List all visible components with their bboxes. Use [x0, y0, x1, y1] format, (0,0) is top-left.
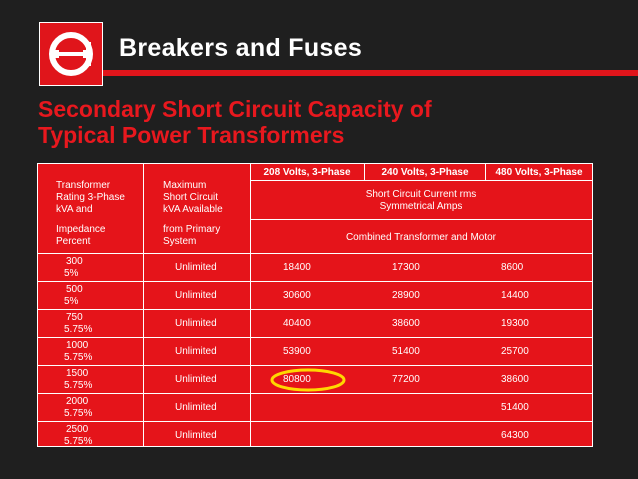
- current-480-cell: 38600: [501, 374, 529, 385]
- current-240-cell: 77200: [392, 374, 420, 385]
- kva-value: 1000: [66, 340, 89, 351]
- transformer-rating-cell: 1500 5.75%: [64, 368, 142, 392]
- row-rule-3: [38, 337, 592, 338]
- kva-value: 750: [66, 312, 83, 323]
- subtitle-line-1: Secondary Short Circuit Capacity of: [38, 96, 432, 122]
- transformer-rating-cell: 1000 5.75%: [64, 340, 142, 364]
- current-240-cell: 38600: [392, 318, 420, 329]
- current-480-cell: 19300: [501, 318, 529, 329]
- current-480-cell: 51400: [501, 402, 529, 413]
- col-divider-1: [143, 164, 144, 447]
- voltage-header-480: 480 Volts, 3-Phase: [495, 167, 583, 178]
- col-divider-2: [250, 164, 251, 447]
- max-short-circuit-header: Maximum Short Circuit kVA Available from…: [163, 180, 223, 247]
- impedance-value: 5.75%: [64, 380, 93, 391]
- current-240-cell: 28900: [392, 290, 420, 301]
- current-208-cell: 53900: [283, 346, 311, 357]
- voltage-header-208: 208 Volts, 3-Phase: [263, 167, 351, 178]
- short-circuit-table: 208 Volts, 3-Phase 240 Volts, 3-Phase 48…: [37, 163, 593, 447]
- available-kva-cell: Unlimited: [175, 402, 217, 413]
- impedance-value: 5%: [64, 296, 79, 307]
- available-kva-cell: Unlimited: [175, 346, 217, 357]
- cutler-hammer-logo-icon: [39, 22, 103, 86]
- col-divider-3: [364, 164, 365, 180]
- combined-header: Combined Transformer and Motor: [345, 232, 497, 243]
- col-divider-4: [485, 164, 486, 180]
- available-kva-cell: Unlimited: [175, 290, 217, 301]
- impedance-value: 5.75%: [64, 324, 93, 335]
- sc-current-header: Short Circuit Current rms Symmetrical Am…: [365, 189, 477, 212]
- row-rule-6: [38, 421, 592, 422]
- current-240-cell: 51400: [392, 346, 420, 357]
- voltage-header-240: 240 Volts, 3-Phase: [381, 167, 469, 178]
- header-divider: [103, 70, 638, 76]
- current-208-cell: 18400: [283, 262, 311, 273]
- row-rule-4: [38, 365, 592, 366]
- transformer-rating-cell: 500 5%: [64, 284, 142, 308]
- header-rule-2: [250, 219, 592, 220]
- current-208-cell: 30600: [283, 290, 311, 301]
- current-240-cell: 17300: [392, 262, 420, 273]
- header-rule-1: [250, 180, 592, 181]
- transformer-rating-cell: 300 5%: [64, 256, 142, 280]
- current-480-cell: 8600: [501, 262, 524, 273]
- transformer-rating-cell: 2500 5.75%: [64, 424, 142, 448]
- row-rule-2: [38, 309, 592, 310]
- kva-value: 2500: [66, 424, 89, 435]
- transformer-rating-cell: 2000 5.75%: [64, 396, 142, 420]
- row-rule-1: [38, 281, 592, 282]
- row-rule-5: [38, 393, 592, 394]
- transformer-rating-cell: 750 5.75%: [64, 312, 142, 336]
- current-480-cell: 14400: [501, 290, 529, 301]
- impedance-value: 5%: [64, 268, 79, 279]
- available-kva-cell: Unlimited: [175, 374, 217, 385]
- current-208-cell: 80800: [283, 374, 311, 385]
- kva-value: 300: [66, 256, 83, 267]
- transformer-rating-header: Transformer Rating 3-Phase kVA and Imped…: [56, 180, 125, 247]
- current-480-cell: 64300: [501, 430, 529, 441]
- slide-subtitle: Secondary Short Circuit Capacity of Typi…: [38, 96, 598, 148]
- page-title: Breakers and Fuses: [119, 34, 363, 62]
- current-208-cell: 40400: [283, 318, 311, 329]
- kva-value: 1500: [66, 368, 89, 379]
- impedance-value: 5.75%: [64, 436, 93, 447]
- kva-value: 500: [66, 284, 83, 295]
- kva-value: 2000: [66, 396, 89, 407]
- available-kva-cell: Unlimited: [175, 318, 217, 329]
- subtitle-line-2: Typical Power Transformers: [38, 122, 345, 148]
- highlight-circle: [270, 368, 346, 392]
- impedance-value: 5.75%: [64, 408, 93, 419]
- current-480-cell: 25700: [501, 346, 529, 357]
- available-kva-cell: Unlimited: [175, 430, 217, 441]
- available-kva-cell: Unlimited: [175, 262, 217, 273]
- impedance-value: 5.75%: [64, 352, 93, 363]
- header-rule-3: [38, 253, 592, 254]
